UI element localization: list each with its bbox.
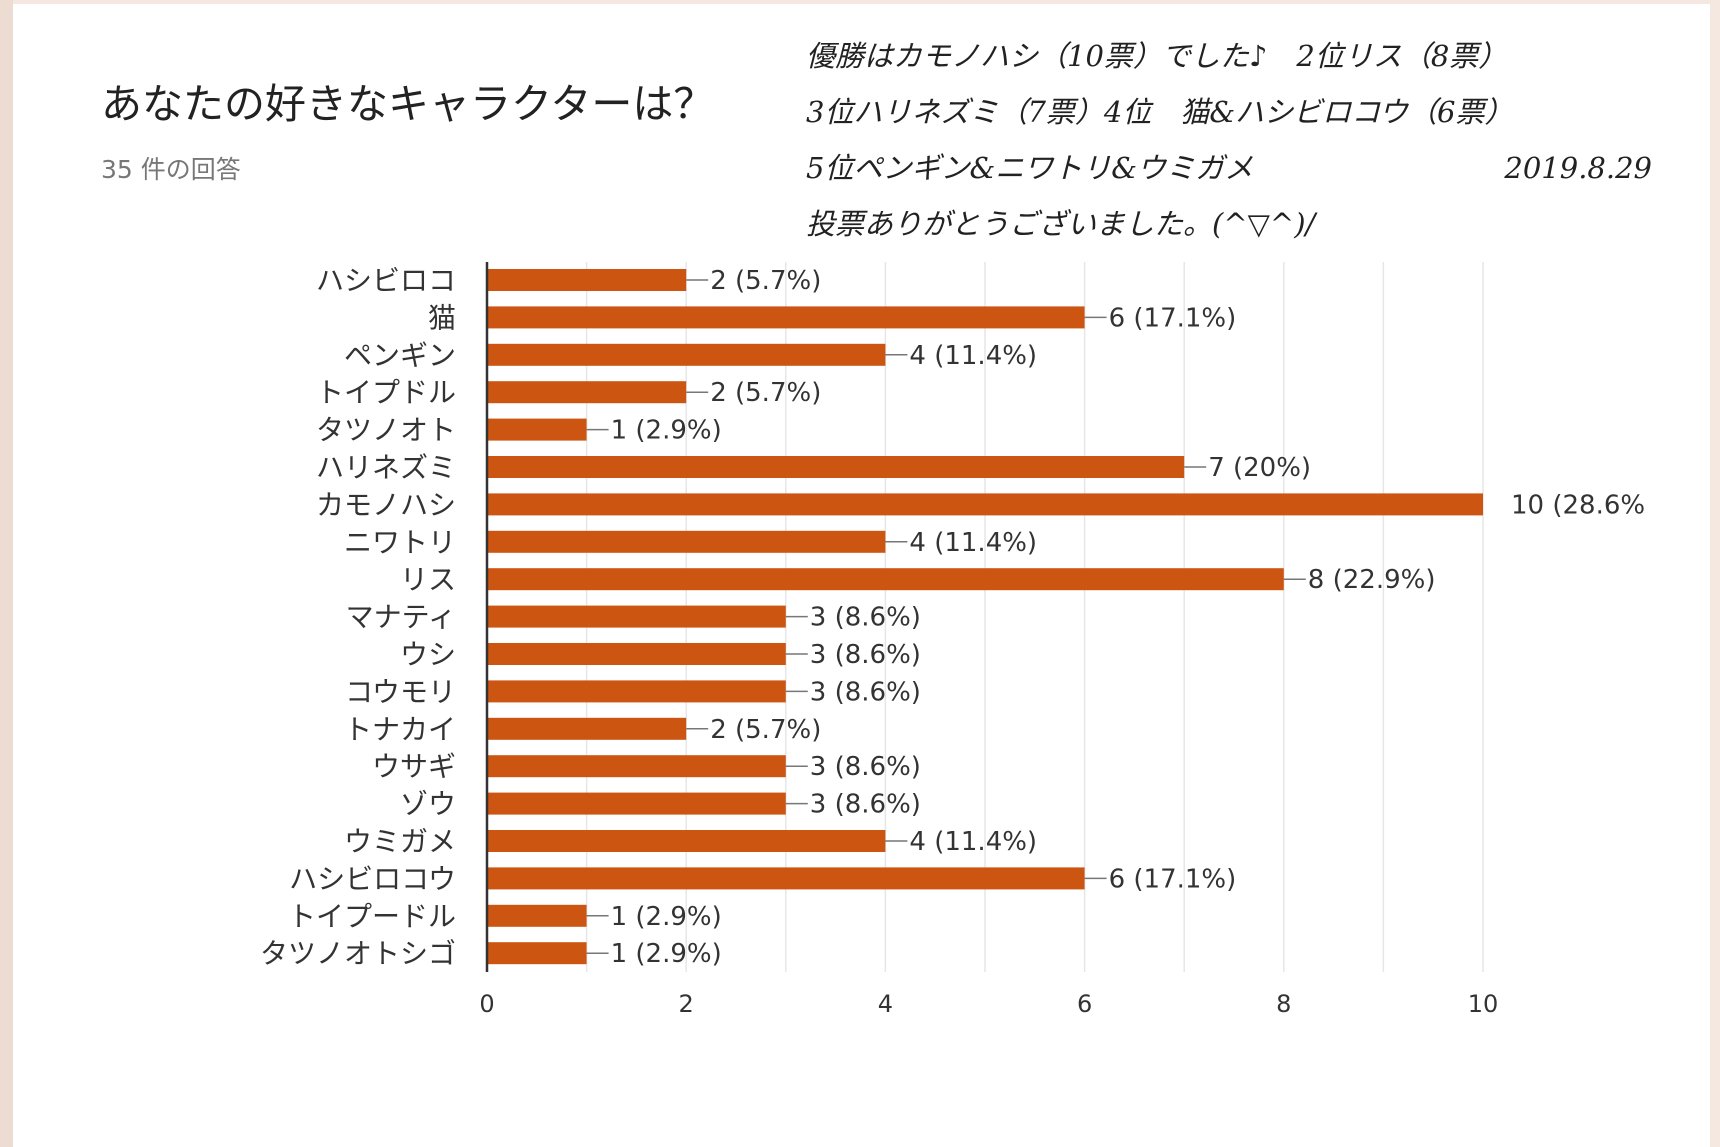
category-label: トナカイ bbox=[344, 713, 456, 746]
category-label: トイプドル bbox=[316, 376, 456, 409]
category-label: ハシビロコ bbox=[316, 264, 456, 297]
value-label: 3 (8.6%) bbox=[810, 603, 921, 633]
x-tick-label: 8 bbox=[1276, 990, 1291, 1018]
value-label: 2 (5.7%) bbox=[710, 378, 821, 408]
value-label: 3 (8.6%) bbox=[810, 640, 921, 670]
value-label: 2 (5.7%) bbox=[710, 715, 821, 745]
chart-title: あなたの好きなキャラクターは？ bbox=[101, 80, 715, 128]
bar bbox=[487, 830, 886, 852]
note-date: 2019.8.29 bbox=[1504, 151, 1652, 185]
bar bbox=[487, 306, 1085, 329]
value-label: 4 (11.4%) bbox=[909, 827, 1037, 857]
bar bbox=[487, 418, 587, 441]
bar bbox=[487, 269, 687, 291]
category-label: ウシ bbox=[400, 638, 456, 671]
bar bbox=[487, 456, 1185, 478]
value-label: 4 (11.4%) bbox=[909, 528, 1037, 558]
category-label: リス bbox=[400, 563, 456, 596]
x-tick-label: 4 bbox=[878, 990, 893, 1018]
x-tick-label: 0 bbox=[479, 990, 494, 1018]
value-label: 10 (28.6% bbox=[1511, 490, 1645, 520]
note-line-2: 3位ハリネズミ（7票）4位 猫&ハシビロコウ（6票） bbox=[806, 95, 1514, 129]
value-label: 6 (17.1%) bbox=[1109, 864, 1237, 894]
note-line-3: 5位ペンギン&ニワトリ&ウミガメ 2019.8.29 bbox=[806, 140, 1652, 196]
bar bbox=[487, 867, 1085, 890]
value-label: 3 (8.6%) bbox=[810, 752, 921, 782]
bar bbox=[487, 942, 587, 965]
category-label: ウミガメ bbox=[344, 825, 456, 858]
bar bbox=[487, 605, 786, 628]
note-line-3-text: 5位ペンギン&ニワトリ&ウミガメ bbox=[806, 151, 1254, 185]
bar bbox=[487, 904, 587, 927]
value-label: 3 (8.6%) bbox=[810, 790, 921, 820]
value-label: 7 (20%) bbox=[1208, 453, 1311, 483]
frame-left-border bbox=[0, 0, 13, 1147]
bar bbox=[487, 792, 786, 815]
frame-right-border bbox=[1710, 0, 1720, 1147]
category-label: ゾウ bbox=[400, 788, 456, 821]
value-label: 1 (2.9%) bbox=[611, 416, 722, 446]
category-label: ハリネズミ bbox=[316, 451, 456, 484]
category-label: ハシビロコウ bbox=[289, 862, 456, 895]
category-label: カモノハシ bbox=[316, 488, 456, 521]
result-note: 優勝はカモノハシ（10票）でした♪ 2位リス（8票） 3位ハリネズミ（7票）4位… bbox=[806, 28, 1652, 252]
category-label: ウサギ bbox=[372, 750, 456, 783]
frame-top-border bbox=[0, 0, 1720, 4]
category-label: トイプードル bbox=[288, 900, 456, 933]
bar bbox=[487, 755, 786, 778]
category-label: タツノオト bbox=[316, 414, 456, 447]
bar bbox=[487, 680, 786, 703]
value-label: 6 (17.1%) bbox=[1109, 303, 1237, 333]
value-label: 4 (11.4%) bbox=[909, 341, 1037, 371]
value-label: 1 (2.9%) bbox=[611, 939, 722, 969]
category-label: コウモリ bbox=[345, 675, 456, 708]
category-label: マナティ bbox=[346, 601, 456, 634]
value-label: 3 (8.6%) bbox=[810, 677, 921, 707]
value-label: 8 (22.9%) bbox=[1308, 565, 1436, 595]
x-tick-label: 2 bbox=[679, 990, 694, 1018]
value-label: 2 (5.7%) bbox=[710, 266, 821, 296]
bar bbox=[487, 493, 1483, 516]
category-label: 猫 bbox=[428, 301, 456, 334]
bar bbox=[487, 381, 687, 404]
category-label: ペンギン bbox=[344, 339, 456, 372]
note-line-1: 優勝はカモノハシ（10票）でした♪ 2位リス（8票） bbox=[806, 39, 1508, 73]
bar bbox=[487, 568, 1284, 591]
x-tick-label: 6 bbox=[1077, 990, 1092, 1018]
bar bbox=[487, 343, 886, 366]
bar bbox=[487, 643, 786, 665]
note-line-4: 投票ありがとうございました。(^▽^)/ bbox=[806, 207, 1316, 241]
x-tick-label: 10 bbox=[1468, 990, 1499, 1018]
category-label: ニワトリ bbox=[344, 526, 456, 559]
bar bbox=[487, 717, 687, 740]
category-label: タツノオトシゴ bbox=[260, 937, 456, 970]
response-count: 35 件の回答 bbox=[101, 155, 241, 184]
bar bbox=[487, 530, 886, 553]
value-label: 1 (2.9%) bbox=[611, 902, 722, 932]
